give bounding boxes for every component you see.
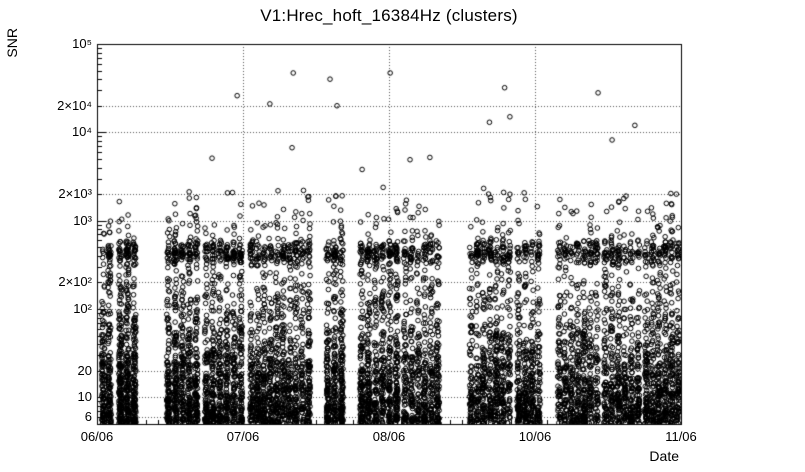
y-tick-label: 10⁵ bbox=[72, 36, 92, 51]
x-tick-label: 08/06 bbox=[372, 429, 406, 444]
y-tick-label: 10 bbox=[77, 389, 92, 405]
x-tick-label: 07/06 bbox=[226, 429, 260, 444]
x-tick-label: 10/06 bbox=[518, 429, 552, 444]
y-tick-label: 20 bbox=[77, 362, 92, 378]
y-tick-label: 6 bbox=[84, 409, 92, 424]
y-tick-label: 2×10² bbox=[58, 274, 92, 290]
y-tick-label: 10³ bbox=[73, 212, 92, 228]
x-tick-label: 06/06 bbox=[80, 429, 114, 444]
y-tick-label: 2×10³ bbox=[58, 186, 92, 202]
y-tick-label: 2×10⁴ bbox=[57, 97, 92, 113]
chart-title: V1:Hrec_hoft_16384Hz (clusters) bbox=[260, 6, 518, 25]
x-axis-title: Date bbox=[649, 448, 679, 464]
y-tick-label: 10⁴ bbox=[71, 124, 92, 140]
y-tick-label: 10² bbox=[73, 301, 92, 317]
x-tick-label: 11/06 bbox=[665, 429, 697, 444]
